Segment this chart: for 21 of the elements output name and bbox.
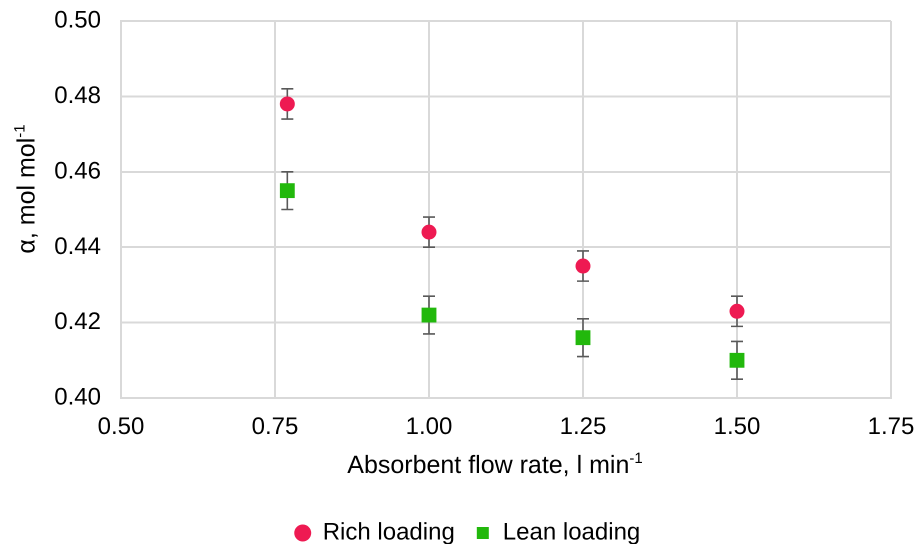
y-tick-label: 0.44 — [54, 232, 101, 260]
point — [730, 352, 744, 368]
x-tick-label: 1.50 — [714, 413, 760, 440]
x-tick-label: 0.75 — [252, 413, 298, 440]
y-tick-label: 0.40 — [54, 384, 101, 411]
x-tick-label: 1.00 — [406, 413, 452, 440]
point — [280, 96, 295, 112]
point — [576, 330, 590, 346]
point — [422, 308, 436, 322]
y-tick-label: 0.42 — [54, 308, 101, 336]
x-tick-label: 1.25 — [560, 413, 606, 440]
x-tick-label: 1.75 — [868, 413, 914, 440]
point — [422, 224, 436, 240]
x-tick-label: 0.50 — [98, 413, 144, 440]
y-tick-label: 0.46 — [54, 157, 101, 184]
y-tick-label: 0.50 — [54, 6, 101, 34]
point — [576, 258, 590, 274]
x-axis-title: Absorbent flow rate, l min$^{-1}$ — [347, 450, 643, 479]
point — [730, 304, 744, 319]
point — [280, 183, 295, 198]
y-tick-label: 0.48 — [54, 82, 101, 110]
